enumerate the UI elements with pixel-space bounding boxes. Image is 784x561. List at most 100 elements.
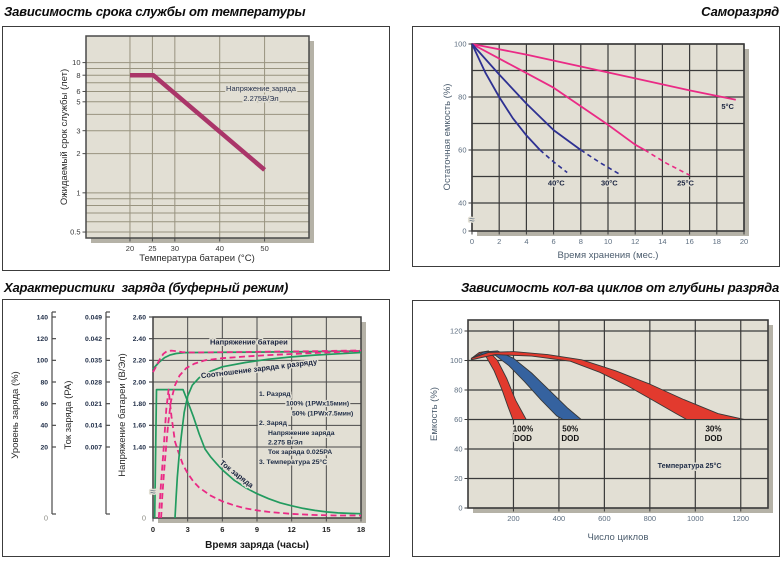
svg-text:100: 100 [454, 40, 467, 49]
svg-text:40: 40 [458, 199, 466, 208]
svg-text:60: 60 [454, 415, 462, 424]
svg-text:40: 40 [454, 445, 462, 454]
svg-text:8: 8 [76, 71, 80, 80]
svg-text:80: 80 [454, 386, 462, 395]
svg-text:50% (1PWx7.5мин): 50% (1PWx7.5мин) [292, 410, 353, 417]
svg-text:30%DOD: 30% DOD [705, 424, 723, 443]
svg-text:Ожидаемый срок службы (лет): Ожидаемый срок службы (лет) [59, 69, 70, 205]
svg-text:9: 9 [255, 525, 259, 534]
cycle-life-chart: 100% DOD 50% DOD 30% DOD Температура 25°C 120 10… [429, 319, 773, 543]
svg-text:2. Заряд: 2. Заряд [259, 420, 288, 427]
svg-text:140: 140 [37, 314, 49, 321]
svg-text:6: 6 [76, 87, 80, 96]
svg-text:20: 20 [126, 244, 134, 253]
svg-text:100% (1PWx15мин): 100% (1PWx15мин) [286, 401, 349, 408]
svg-text:Время заряда (часы): Время заряда (часы) [205, 540, 309, 551]
svg-text:6: 6 [220, 525, 224, 534]
svg-text:0: 0 [458, 504, 462, 513]
svg-text:2: 2 [76, 149, 80, 158]
chart-title-life-vs-temperature: Зависимость срока службы от температуры [4, 4, 306, 19]
svg-text:15: 15 [322, 525, 330, 534]
svg-text:0: 0 [470, 237, 474, 246]
svg-text:4: 4 [524, 237, 528, 246]
svg-text:80: 80 [40, 379, 48, 386]
svg-text:2.60: 2.60 [133, 314, 146, 321]
svg-text:0.021: 0.021 [85, 401, 102, 408]
svg-text:Уровень заряда (%): Уровень заряда (%) [10, 371, 21, 458]
svg-text:16: 16 [685, 237, 693, 246]
svg-text:1200: 1200 [732, 514, 749, 523]
svg-text:Емкость (%): Емкость (%) [429, 387, 440, 441]
svg-text:2.40: 2.40 [133, 336, 146, 343]
chart-panel-cycle-life: 100% DOD 50% DOD 30% DOD Температура 25°C 120 10… [412, 300, 780, 557]
svg-text:0.014: 0.014 [85, 423, 102, 430]
svg-text:≈: ≈ [150, 487, 156, 498]
svg-text:20: 20 [40, 444, 48, 451]
svg-text:120: 120 [450, 327, 463, 336]
svg-text:120: 120 [37, 336, 49, 343]
svg-text:40°C: 40°C [548, 179, 565, 188]
svg-text:3: 3 [186, 525, 190, 534]
svg-text:40: 40 [216, 244, 224, 253]
svg-text:0: 0 [44, 514, 48, 523]
svg-text:3: 3 [76, 126, 80, 135]
svg-text:Напряжение батареи: Напряжение батареи [210, 338, 288, 347]
svg-text:1: 1 [76, 188, 80, 197]
svg-text:400: 400 [553, 514, 566, 523]
svg-text:0.049: 0.049 [85, 314, 102, 321]
charge-characteristics-chart: 1401201008060402000.0490.0420.0350.0280.… [10, 311, 366, 551]
svg-text:1.80: 1.80 [133, 401, 146, 408]
svg-text:5°C: 5°C [721, 102, 734, 111]
chart-panel-self-discharge: 5°C 25°C 30°C 40°C 100 80 60 40 0 ≈0 2 4 6 8 10 12 14 16 1… [412, 26, 780, 267]
svg-text:10: 10 [604, 237, 612, 246]
chart-title-charge-characteristics: Характеристики заряда (буферный режим) [4, 280, 289, 295]
svg-text:18: 18 [357, 525, 365, 534]
svg-text:Остаточная емкость (%): Остаточная емкость (%) [442, 84, 453, 191]
svg-text:600: 600 [598, 514, 611, 523]
svg-text:60: 60 [458, 146, 466, 155]
svg-text:Ток заряда (PA): Ток заряда (PA) [63, 381, 74, 450]
svg-text:2: 2 [497, 237, 501, 246]
svg-text:1.60: 1.60 [133, 423, 146, 430]
svg-text:0.5: 0.5 [70, 228, 80, 237]
svg-text:25°C: 25°C [677, 179, 694, 188]
svg-text:30: 30 [171, 244, 179, 253]
svg-text:Число циклов: Число циклов [588, 532, 649, 543]
chart-panel-charge-characteristics: 140 120 100 80 60 40 20 0 0.049 0.042 0.035 0.028 0.… [2, 299, 390, 557]
svg-text:0.028: 0.028 [85, 379, 102, 386]
svg-text:8: 8 [579, 237, 583, 246]
svg-text:6: 6 [552, 237, 556, 246]
svg-text:5: 5 [76, 97, 80, 106]
svg-text:100%DOD: 100% DOD [513, 424, 533, 443]
svg-text:Температура 25°C: Температура 25°C [658, 461, 722, 470]
svg-text:1000: 1000 [687, 514, 704, 523]
svg-text:100: 100 [450, 356, 463, 365]
svg-text:800: 800 [644, 514, 657, 523]
svg-text:0: 0 [151, 525, 155, 534]
svg-text:≈: ≈ [469, 215, 475, 226]
svg-text:80: 80 [458, 93, 466, 102]
svg-text:18: 18 [713, 237, 721, 246]
svg-text:100: 100 [37, 358, 49, 365]
svg-text:3. Температура 25°C: 3. Температура 25°C [259, 458, 327, 466]
svg-text:0.042: 0.042 [85, 336, 102, 343]
svg-text:50: 50 [260, 244, 268, 253]
svg-text:10: 10 [72, 58, 80, 67]
svg-text:2.20: 2.20 [133, 358, 146, 365]
svg-text:200: 200 [507, 514, 520, 523]
svg-text:1.40: 1.40 [133, 444, 146, 451]
svg-text:0: 0 [462, 227, 466, 236]
svg-text:50%DOD: 50% DOD [561, 424, 579, 443]
svg-text:40: 40 [40, 423, 48, 430]
svg-text:2.275В/Эл: 2.275В/Эл [243, 94, 278, 103]
chart-title-self-discharge: Саморазряд [701, 4, 779, 19]
svg-text:60: 60 [40, 401, 48, 408]
chart-panel-life-vs-temperature: Напряжение заряда 2.275В/Эл 10 8 6 5 3 2 1 0.5 20 2… [2, 26, 390, 271]
svg-text:14: 14 [658, 237, 666, 246]
svg-text:Температура батареи (°C): Температура батареи (°C) [139, 253, 255, 264]
svg-text:0: 0 [142, 514, 146, 523]
svg-text:Напряжение заряда: Напряжение заряда [226, 84, 297, 93]
